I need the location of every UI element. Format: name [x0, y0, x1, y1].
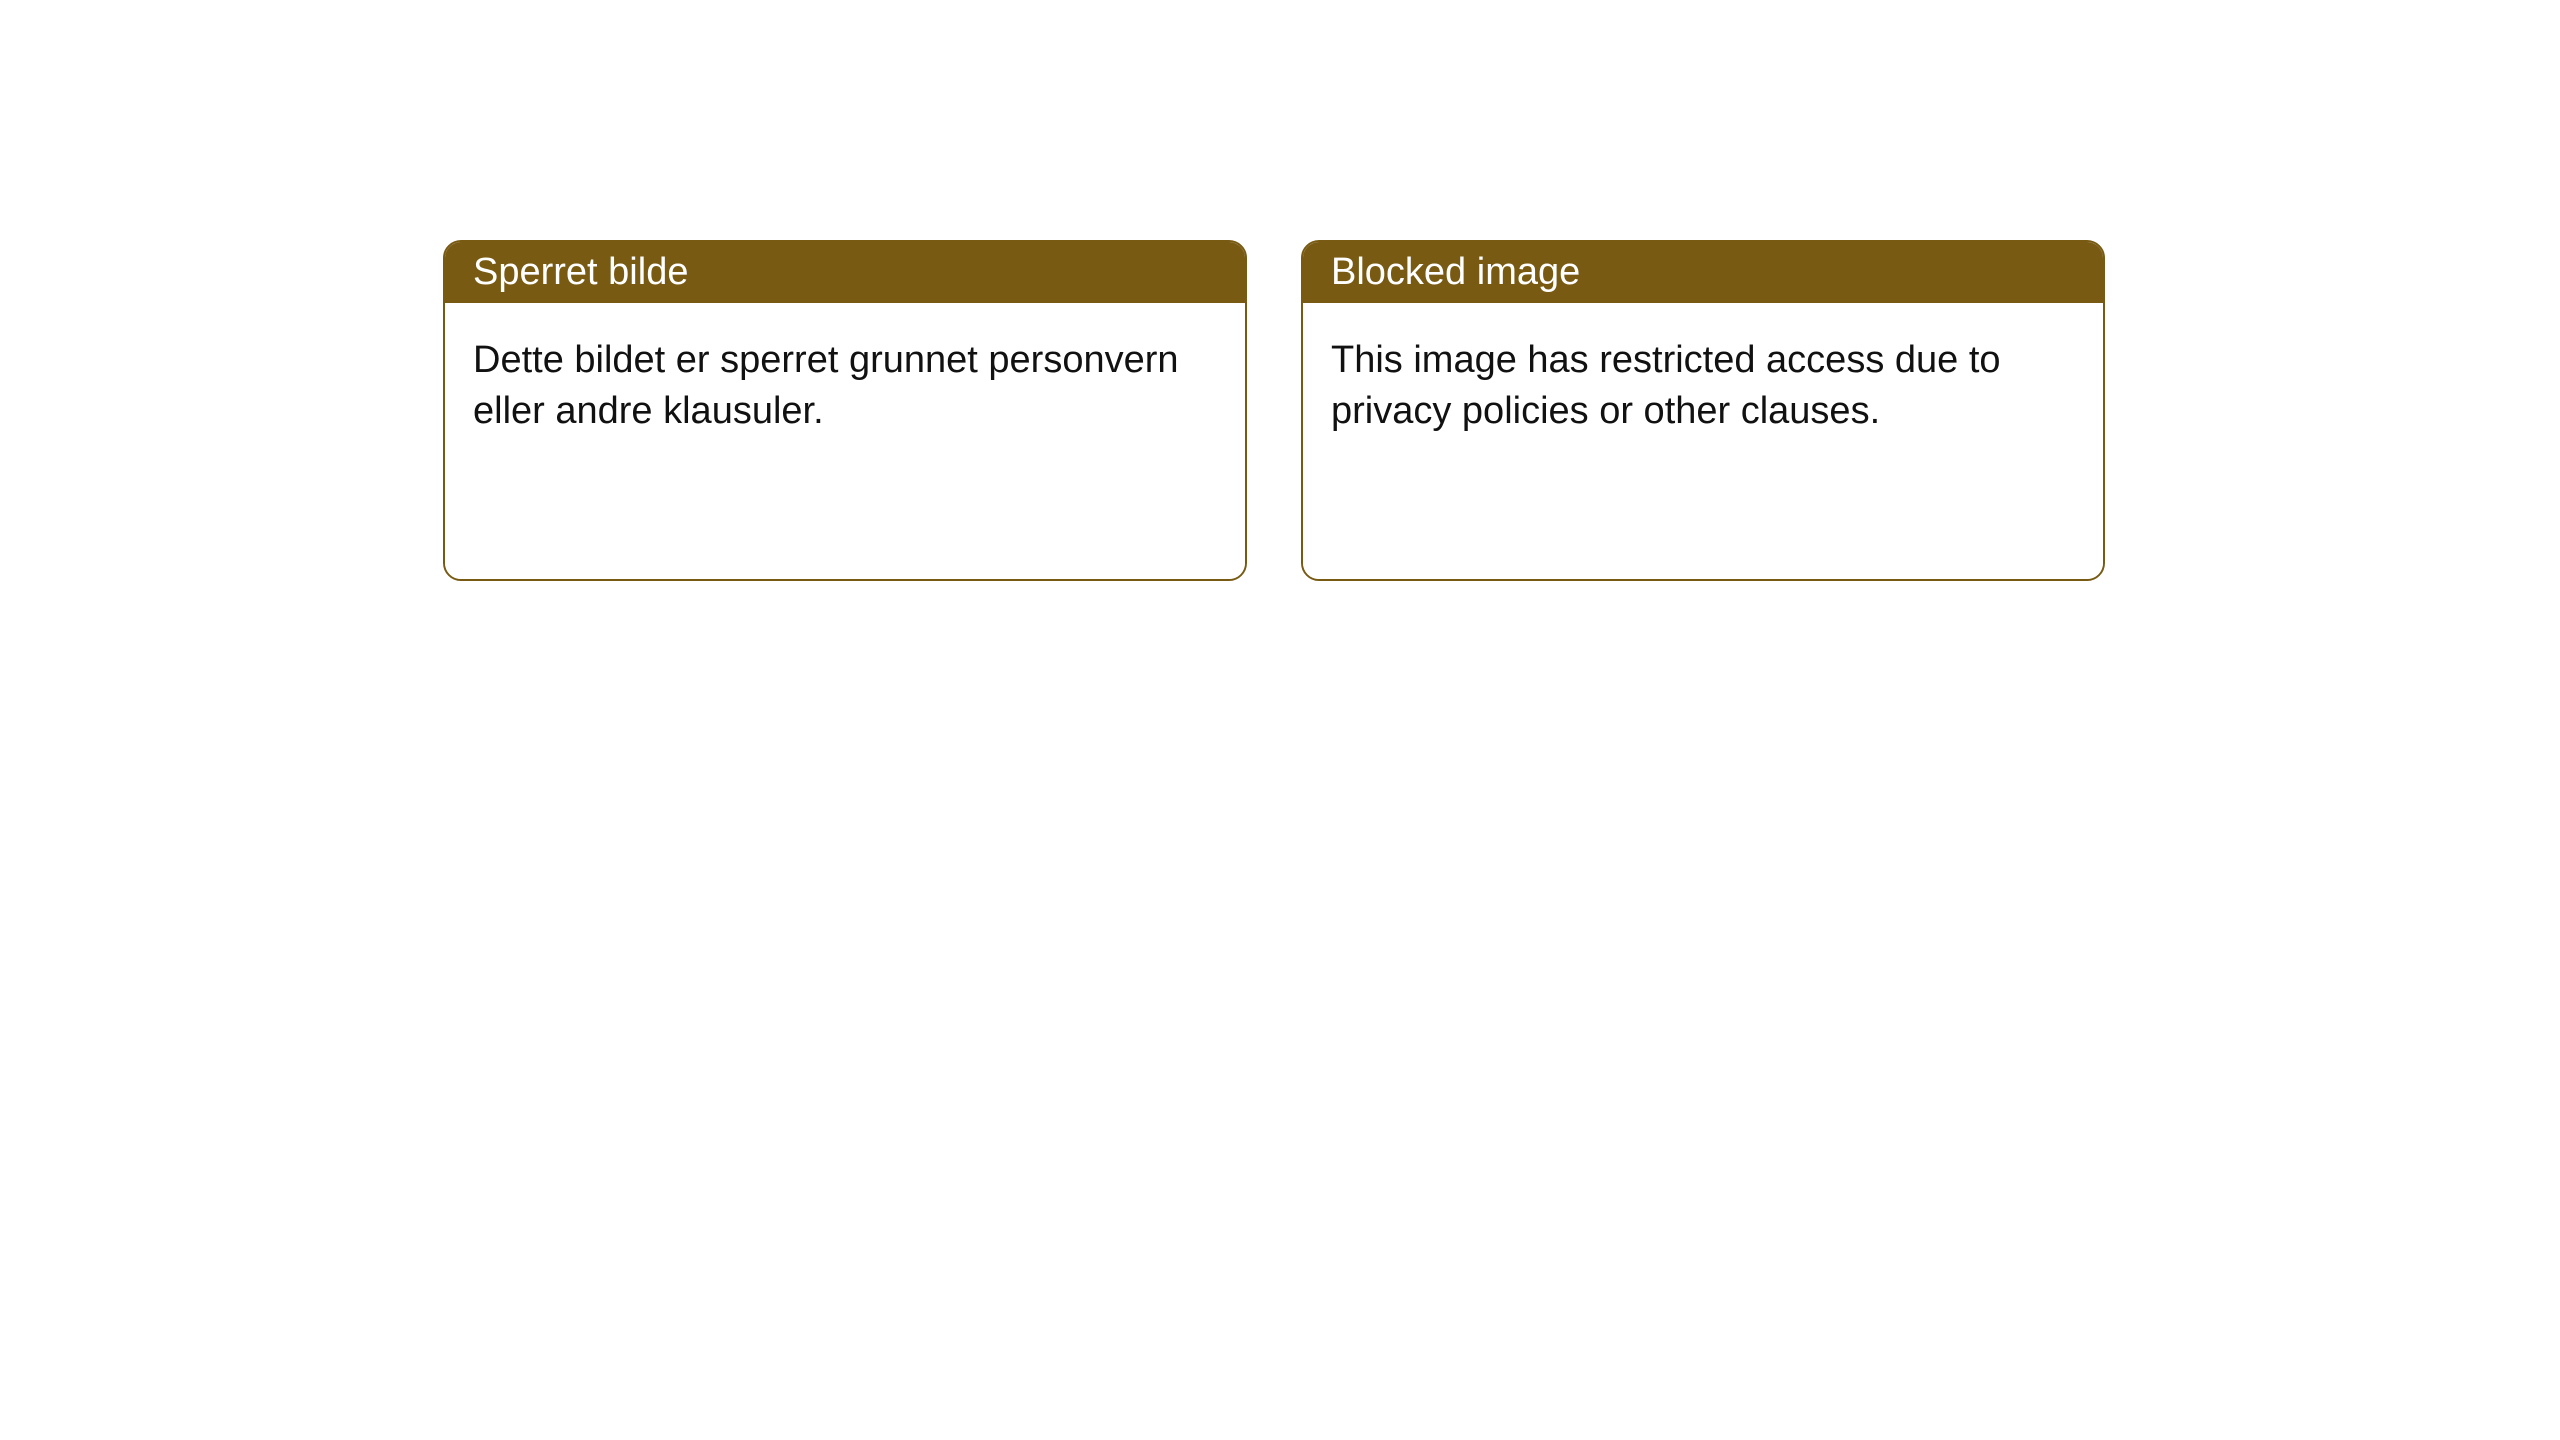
notice-container: Sperret bilde Dette bildet er sperret gr… — [443, 240, 2105, 581]
notice-card-norwegian: Sperret bilde Dette bildet er sperret gr… — [443, 240, 1247, 581]
notice-card-body: Dette bildet er sperret grunnet personve… — [445, 303, 1245, 579]
notice-card-english: Blocked image This image has restricted … — [1301, 240, 2105, 581]
notice-card-body: This image has restricted access due to … — [1303, 303, 2103, 579]
notice-card-title: Sperret bilde — [445, 242, 1245, 303]
notice-card-title: Blocked image — [1303, 242, 2103, 303]
